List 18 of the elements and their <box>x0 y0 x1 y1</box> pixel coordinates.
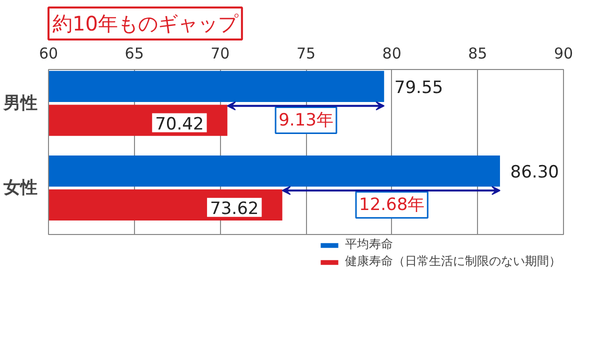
x-tick-label: 80 <box>382 44 402 62</box>
data-label: 73.62 <box>210 198 259 219</box>
chart-title: 約10年ものギャップ <box>52 12 239 36</box>
legend-label: 健康寿命（日常生活に制限のない期間） <box>345 253 561 270</box>
annotation: 9.13年 <box>278 110 334 130</box>
y-tick-label: 女性 <box>2 178 38 198</box>
x-tick-label: 75 <box>296 44 316 62</box>
x-tick-label: 60 <box>38 44 58 62</box>
data-label: 86.30 <box>510 162 559 183</box>
y-tick-label: 男性 <box>2 93 38 114</box>
x-tick-label: 70 <box>210 44 230 62</box>
x-tick-label: 90 <box>554 44 574 62</box>
data-label: 70.42 <box>155 114 204 134</box>
x-tick-label: 85 <box>468 44 488 62</box>
x-tick-label: 65 <box>124 44 144 62</box>
data-label: 79.55 <box>394 78 444 98</box>
legend-label: 平均寿命 <box>345 236 393 253</box>
annotation: 12.68年 <box>359 194 425 215</box>
